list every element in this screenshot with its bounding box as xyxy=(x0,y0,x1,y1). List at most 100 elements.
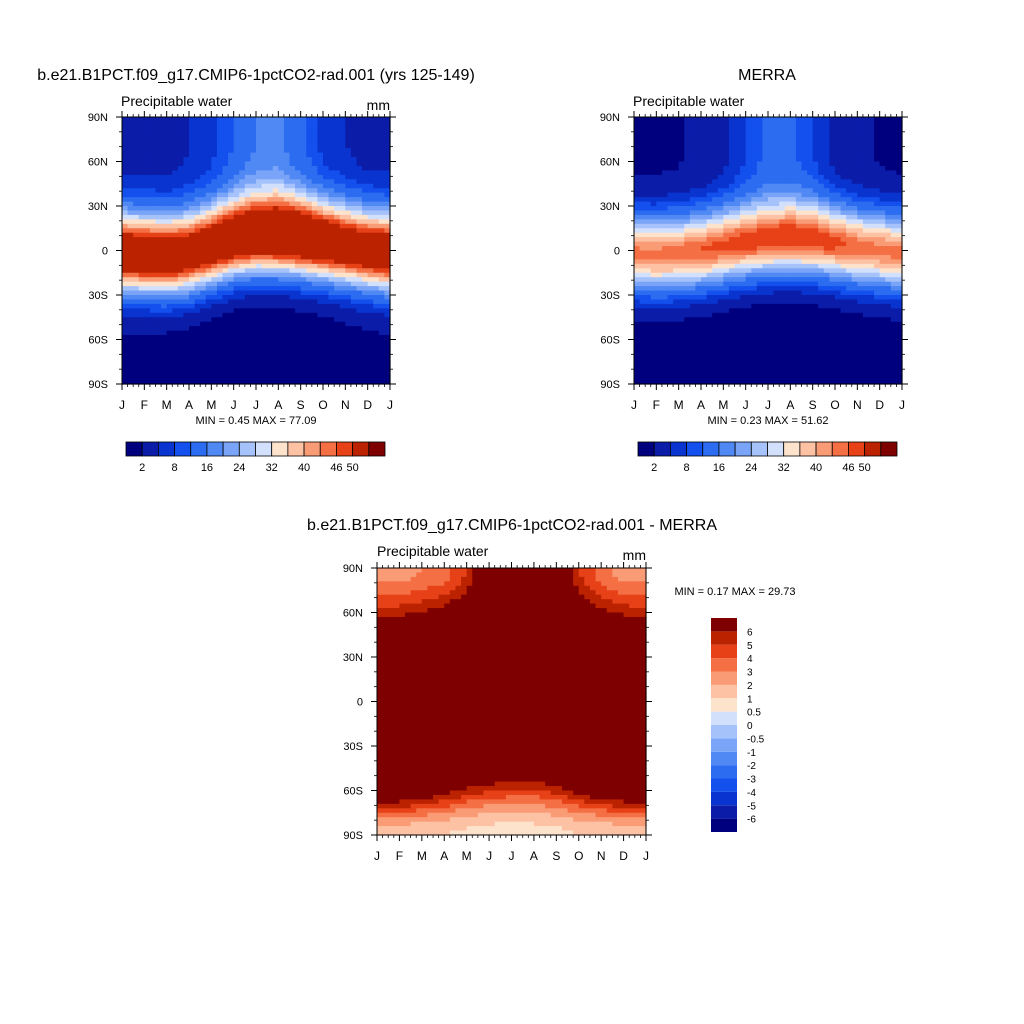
heatmap-cell xyxy=(166,254,173,260)
heatmap-cell xyxy=(172,370,179,376)
heatmap-cell xyxy=(133,192,140,198)
heatmap-cell xyxy=(189,259,196,265)
heatmap-cell xyxy=(222,343,229,349)
heatmap-cell xyxy=(189,228,196,234)
heatmap-cell xyxy=(645,232,652,238)
heatmap-cell xyxy=(773,308,780,314)
heatmap-cell xyxy=(661,379,669,385)
heatmap-cell xyxy=(289,295,296,301)
heatmap-cell xyxy=(295,152,302,158)
heatmap-cell xyxy=(155,339,162,345)
heatmap-cell xyxy=(356,139,363,145)
heatmap-cell xyxy=(244,308,252,314)
heatmap-cell xyxy=(645,299,652,305)
heatmap-cell xyxy=(734,121,741,127)
heatmap-cell xyxy=(712,348,719,354)
heatmap-cell xyxy=(645,379,652,385)
heatmap-cell xyxy=(356,214,363,220)
heatmap-cell xyxy=(673,161,680,167)
heatmap-cell xyxy=(228,121,235,127)
heatmap-cell xyxy=(784,134,791,140)
heatmap-cell xyxy=(205,259,212,265)
heatmap-cell xyxy=(334,170,341,176)
heatmap-cell xyxy=(211,237,218,243)
heatmap-cell xyxy=(289,232,296,238)
panel-model-unit-label: mm xyxy=(367,97,390,113)
heatmap-cell xyxy=(773,312,780,318)
heatmap-cell xyxy=(384,143,391,149)
colorbar-model: 2 8 16 24 32 40 46 50 xyxy=(125,441,386,474)
heatmap-cell xyxy=(801,295,808,301)
heatmap-cell xyxy=(339,161,346,167)
heatmap-cell xyxy=(339,223,346,229)
heatmap-cell xyxy=(244,312,252,318)
heatmap-cell xyxy=(779,161,786,167)
heatmap-cell xyxy=(323,277,330,283)
heatmap-cell xyxy=(807,165,814,171)
heatmap-cell xyxy=(734,290,741,296)
heatmap-cell xyxy=(334,219,341,225)
heatmap-cell xyxy=(149,188,157,194)
heatmap-cell xyxy=(172,339,179,345)
heatmap-cell xyxy=(756,148,764,154)
heatmap-cell xyxy=(740,321,747,327)
heatmap-cell xyxy=(378,165,386,171)
heatmap-cell xyxy=(717,357,724,363)
heatmap-cell xyxy=(161,206,168,212)
heatmap-cell xyxy=(784,130,791,136)
heatmap-cell xyxy=(177,272,185,278)
heatmap-cell xyxy=(740,312,747,318)
heatmap-cell xyxy=(250,370,257,376)
heatmap-cell xyxy=(661,232,669,238)
heatmap-cell xyxy=(122,312,129,318)
heatmap-cell xyxy=(200,330,207,336)
heatmap-cell xyxy=(283,143,291,149)
heatmap-cell xyxy=(211,277,218,283)
heatmap-cell xyxy=(155,281,162,287)
heatmap-cell xyxy=(667,157,674,163)
heatmap-cell xyxy=(122,125,129,131)
heatmap-cell xyxy=(384,308,391,314)
heatmap-cell xyxy=(684,312,691,318)
heatmap-cell xyxy=(650,286,657,292)
heatmap-cell xyxy=(334,197,341,203)
heatmap-cell xyxy=(645,223,652,229)
heatmap-cell xyxy=(216,254,224,260)
heatmap-cell xyxy=(272,379,279,385)
heatmap-cell xyxy=(267,143,274,149)
heatmap-cell xyxy=(795,259,803,265)
heatmap-cell xyxy=(723,295,730,301)
heatmap-cell xyxy=(723,232,730,238)
heatmap-cell xyxy=(339,308,346,314)
heatmap-cell xyxy=(350,161,358,167)
heatmap-cell xyxy=(639,312,646,318)
heatmap-cell xyxy=(773,148,780,154)
heatmap-cell xyxy=(801,197,808,203)
heatmap-cell xyxy=(784,330,791,336)
heatmap-cell xyxy=(244,174,252,180)
heatmap-cell xyxy=(127,281,134,287)
heatmap-cell xyxy=(228,250,235,256)
heatmap-cell xyxy=(161,214,168,220)
heatmap-cell xyxy=(795,223,803,229)
heatmap-cell xyxy=(667,179,674,185)
heatmap-cell xyxy=(656,134,663,140)
heatmap-cell xyxy=(695,179,702,185)
heatmap-cell xyxy=(740,125,747,131)
heatmap-cell xyxy=(161,125,168,131)
heatmap-cell xyxy=(773,366,780,372)
heatmap-cell xyxy=(328,148,335,154)
y-tick-label: 0 xyxy=(102,246,108,258)
heatmap-cell xyxy=(795,263,803,269)
heatmap-cell xyxy=(317,237,324,243)
heatmap-cell xyxy=(244,268,252,274)
heatmap-cell xyxy=(222,321,229,327)
heatmap-cell xyxy=(278,357,285,363)
heatmap-cell xyxy=(756,117,764,123)
heatmap-cell xyxy=(706,366,713,372)
heatmap-cell xyxy=(634,357,641,363)
heatmap-cell xyxy=(695,161,702,167)
heatmap-cell xyxy=(177,330,185,336)
heatmap-cell xyxy=(689,366,697,372)
heatmap-cell xyxy=(762,214,769,220)
